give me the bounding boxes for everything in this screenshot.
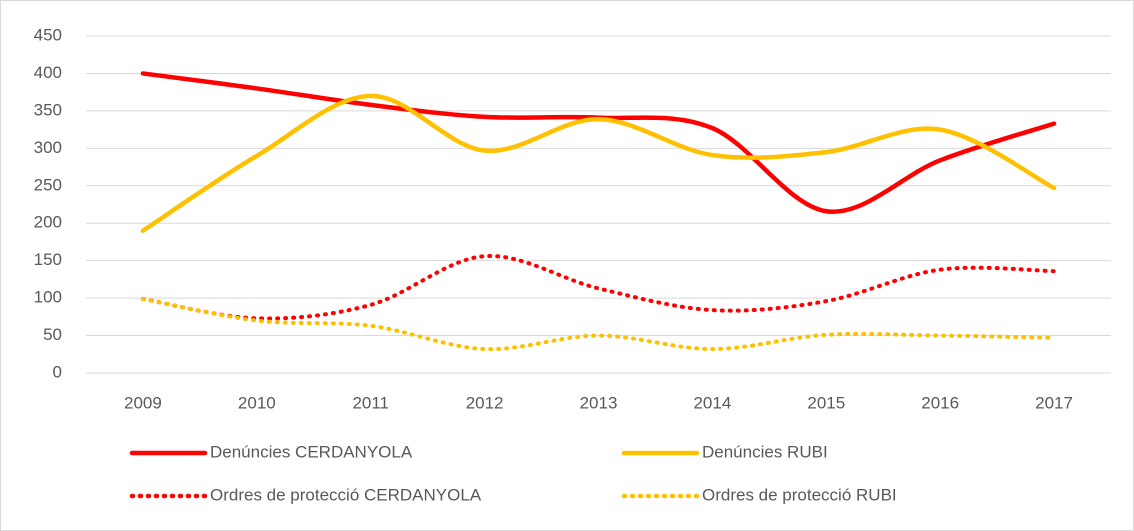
y-tick-label: 50 [43,325,62,344]
y-tick-label: 350 [34,100,62,119]
x-tick-label: 2012 [466,393,504,412]
y-tick-label: 400 [34,63,62,82]
series-line [140,93,1057,233]
x-tick-label: 2017 [1035,393,1073,412]
x-tick-label: 2014 [693,393,731,412]
y-tick-label: 300 [34,138,62,157]
x-tick-label: 2009 [124,393,162,412]
y-tick-label: 250 [34,175,62,194]
y-tick-label: 150 [34,250,62,269]
x-tick-label: 2010 [238,393,276,412]
x-tick-label: 2015 [807,393,845,412]
series-line [140,254,1057,321]
x-tick-label: 2016 [921,393,959,412]
legend-label: Ordres de protecció CERDANYOLA [210,485,482,504]
y-tick-label: 450 [34,25,62,44]
y-tick-label: 100 [34,288,62,307]
legend-label: Denúncies RUBI [702,442,828,461]
series-line [140,296,1057,352]
x-tick-label: 2013 [580,393,618,412]
x-tick-label: 2011 [352,393,389,412]
y-tick-label: 200 [34,213,62,232]
y-tick-label: 0 [53,362,62,381]
legend-label: Ordres de protecció RUBI [702,485,897,504]
legend-label: Denúncies CERDANYOLA [210,442,413,461]
